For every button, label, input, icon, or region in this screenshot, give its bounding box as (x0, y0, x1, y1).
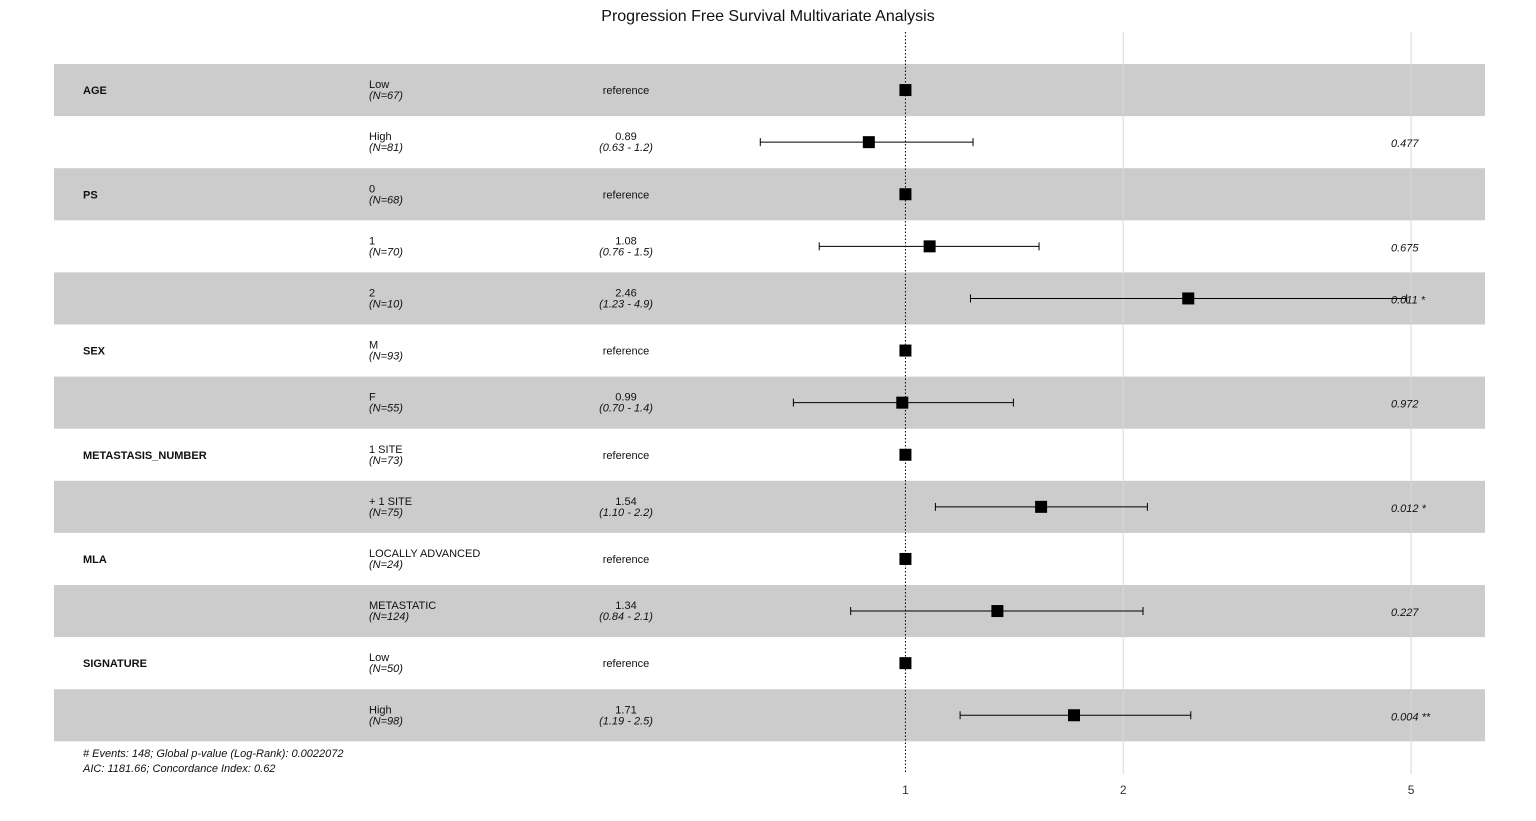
estimate-label: 1.71 (615, 704, 636, 716)
n-label: (N=93) (369, 351, 403, 363)
variable-label: AGE (83, 85, 107, 97)
level-label: Low (369, 652, 389, 664)
n-label: (N=81) (369, 142, 403, 154)
p-value-label: 0.675 (1391, 242, 1419, 254)
level-label: 0 (369, 183, 375, 195)
p-value-label: 0.477 (1391, 138, 1419, 150)
p-value-label: 0.011 * (1391, 294, 1426, 306)
variable-label: SEX (83, 346, 106, 358)
p-value-label: 0.227 (1391, 607, 1419, 619)
estimate-label: 2.46 (615, 287, 636, 299)
estimate-label: 0.99 (615, 392, 636, 404)
hazard-ratio-marker (899, 657, 912, 670)
x-axis-ticks: 1 2 5 (902, 783, 1415, 797)
n-label: (N=98) (369, 715, 403, 727)
row-band (54, 376, 1485, 429)
level-label: 2 (369, 287, 375, 299)
rows: AGE Low(N=67) referenceHigh(N=81)0.89(0.63… (83, 79, 1431, 727)
hazard-ratio-marker (1067, 709, 1080, 722)
estimate-label: reference (603, 346, 649, 358)
variable-label: METASTASIS_NUMBER (83, 450, 207, 462)
row-bands (54, 64, 1485, 742)
hazard-ratio-marker (923, 240, 936, 253)
p-value-label: 0.972 (1391, 399, 1419, 411)
hazard-ratio-marker (899, 448, 912, 461)
hazard-ratio-marker (896, 396, 909, 409)
hazard-ratio-marker (899, 344, 912, 357)
hazard-ratio-marker (899, 84, 912, 97)
level-label: LOCALLY ADVANCED (369, 548, 480, 560)
level-label: Low (369, 79, 389, 91)
p-value-label: 0.012 * (1391, 503, 1427, 515)
row-band (54, 480, 1485, 533)
x-tick-label: 1 (902, 783, 909, 797)
hazard-ratio-marker (1182, 292, 1195, 305)
level-label: M (369, 340, 378, 352)
n-label: (N=24) (369, 559, 403, 571)
hazard-ratio-marker (899, 188, 912, 201)
estimate-label: 1.08 (615, 235, 636, 247)
row-band (54, 168, 1485, 221)
n-label: (N=124) (369, 611, 409, 623)
level-label: High (369, 704, 392, 716)
estimate-label: reference (603, 450, 649, 462)
footnote-events: # Events: 148; Global p-value (Log-Rank)… (83, 748, 344, 760)
ci-label: (1.10 - 2.2) (599, 507, 653, 519)
ci-label: (0.76 - 1.5) (599, 246, 653, 258)
chart-title: Progression Free Survival Multivariate A… (601, 8, 934, 25)
estimate-label: 1.34 (615, 600, 636, 612)
estimate-label: reference (603, 554, 649, 566)
x-tick-label: 5 (1408, 783, 1415, 797)
n-label: (N=75) (369, 507, 403, 519)
estimate-label: 0.89 (615, 131, 636, 143)
ci-label: (0.70 - 1.4) (599, 403, 653, 415)
estimate-label: reference (603, 85, 649, 97)
estimate-label: 1.54 (615, 496, 636, 508)
variable-label: PS (83, 189, 98, 201)
ci-label: (1.23 - 4.9) (599, 298, 653, 310)
n-label: (N=68) (369, 194, 403, 206)
row-band (54, 689, 1485, 742)
n-label: (N=73) (369, 455, 403, 467)
hazard-ratio-marker (991, 605, 1004, 618)
n-label: (N=50) (369, 663, 403, 675)
n-label: (N=70) (369, 246, 403, 258)
ci-label: (0.84 - 2.1) (599, 611, 653, 623)
footnote-aic: AIC: 1181.66; Concordance Index: 0.62 (82, 763, 275, 775)
estimate-label: reference (603, 189, 649, 201)
hazard-ratio-marker (862, 136, 875, 149)
row-band (54, 64, 1485, 117)
variable-label: MLA (83, 554, 107, 566)
ci-label: (0.63 - 1.2) (599, 142, 653, 154)
variable-label: SIGNATURE (83, 658, 147, 670)
p-value-label: 0.004 ** (1391, 711, 1431, 723)
level-label: + 1 SITE (369, 496, 412, 508)
estimate-label: reference (603, 658, 649, 670)
level-label: F (369, 392, 376, 404)
n-label: (N=67) (369, 90, 403, 102)
level-label: High (369, 131, 392, 143)
hazard-ratio-marker (1035, 500, 1048, 513)
n-label: (N=55) (369, 403, 403, 415)
level-label: METASTATIC (369, 600, 436, 612)
hazard-ratio-marker (899, 552, 912, 565)
row-band (54, 585, 1485, 638)
level-label: 1 (369, 235, 375, 247)
level-label: 1 SITE (369, 444, 403, 456)
x-tick-label: 2 (1120, 783, 1127, 797)
ci-label: (1.19 - 2.5) (599, 715, 653, 727)
n-label: (N=10) (369, 298, 403, 310)
